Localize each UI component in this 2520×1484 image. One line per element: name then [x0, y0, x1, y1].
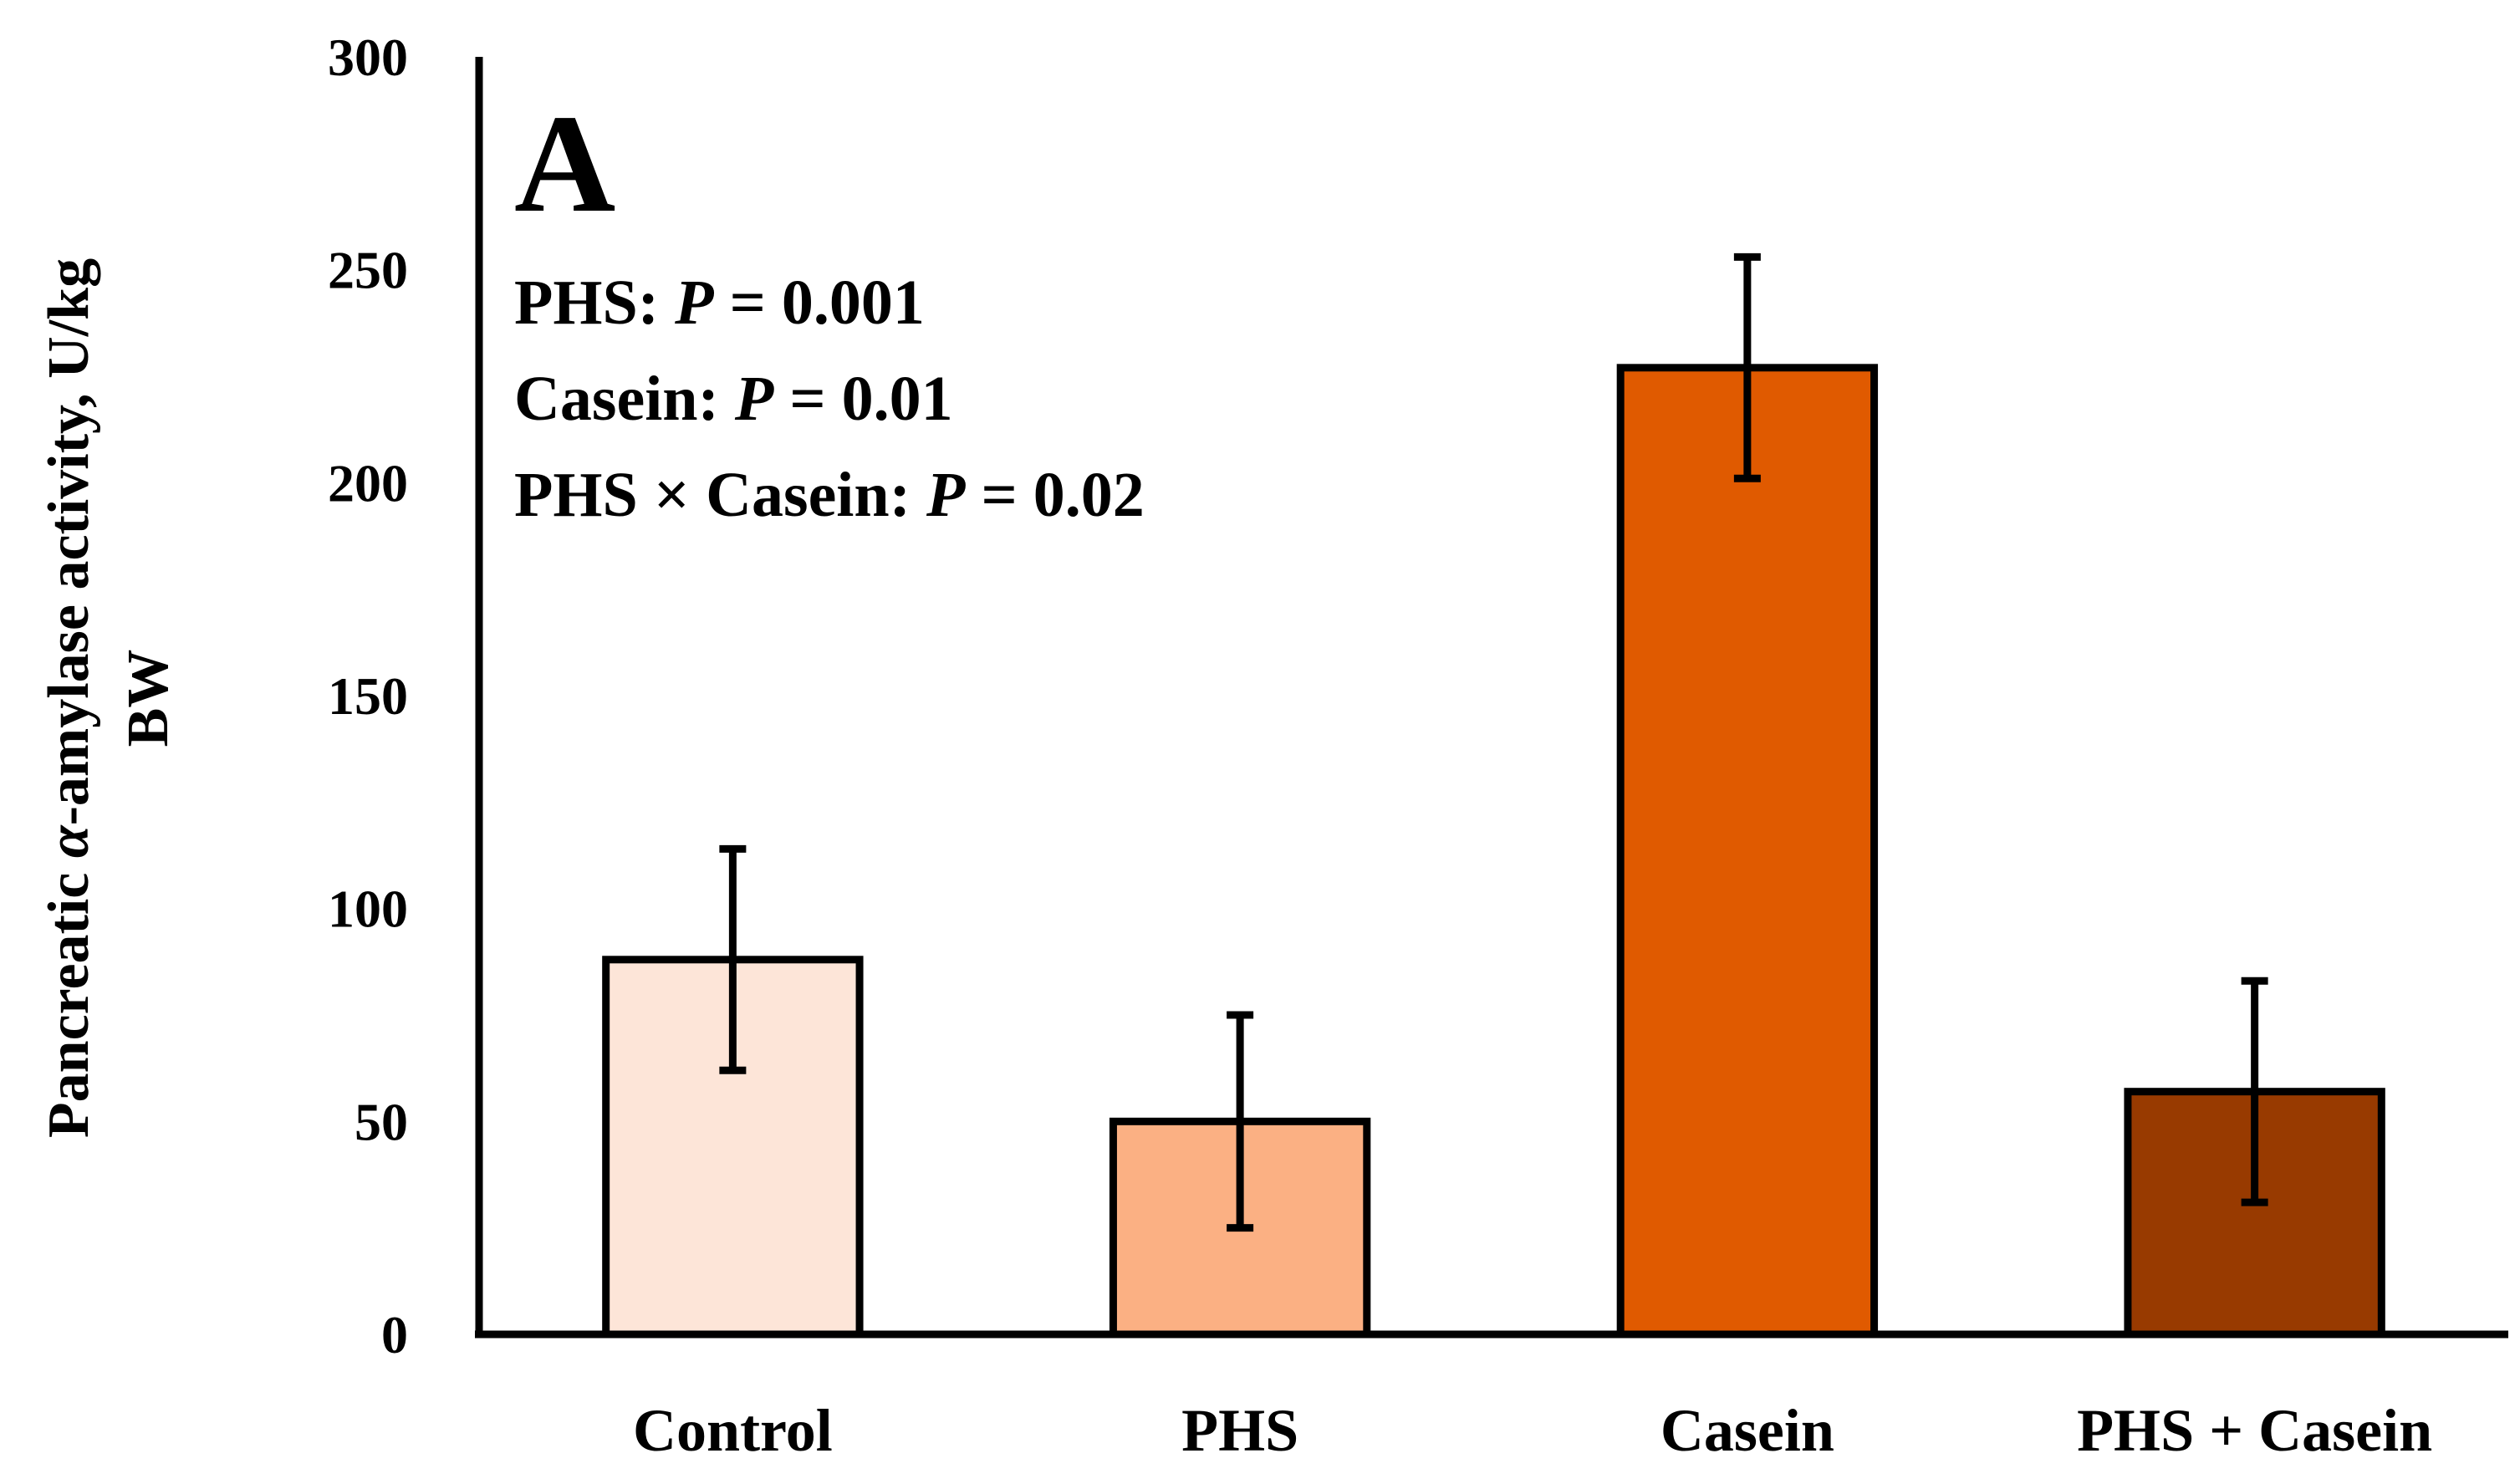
stat-annotation-casein: Casein: P = 0.01: [514, 364, 953, 434]
y-tick-label-250: 250: [328, 241, 408, 300]
error-bar-phs-casein: [2241, 977, 2268, 1206]
y-tick-label-300: 300: [328, 28, 408, 87]
y-tick-label-50: 50: [355, 1092, 408, 1151]
bar-casein: [1616, 364, 1879, 1339]
x-tick-label-phs: PHS: [1181, 1397, 1298, 1464]
svg-text:Pancreatic α-amylase activity,: Pancreatic α-amylase activity, U/kg: [37, 258, 101, 1138]
stat-annotation-interaction: PHS × Casein: P = 0.02: [514, 460, 1145, 530]
y-tick-label-200: 200: [328, 453, 408, 513]
x-tick-label-control: Control: [633, 1397, 833, 1464]
y-tick-label-0: 0: [381, 1305, 408, 1364]
panel-label: A: [514, 86, 615, 242]
y-axis-title: Pancreatic α-amylase activity, U/kg BW: [37, 258, 181, 1138]
y-tick-label-150: 150: [328, 666, 408, 726]
error-bar-casein: [1733, 252, 1761, 482]
stat-annotation-phs: PHS: P = 0.001: [514, 268, 925, 338]
svg-text:BW: BW: [116, 650, 181, 747]
x-tick-label-casein: Casein: [1660, 1397, 1834, 1464]
x-tick-label-phs-casein: PHS + Casein: [2077, 1397, 2432, 1464]
error-bar-control: [719, 844, 747, 1074]
error-bar-phs: [1227, 1011, 1254, 1232]
y-tick-label-100: 100: [328, 880, 408, 939]
